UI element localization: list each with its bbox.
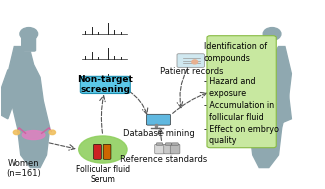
Ellipse shape (263, 28, 281, 40)
Polygon shape (155, 124, 157, 128)
FancyBboxPatch shape (164, 144, 174, 154)
FancyBboxPatch shape (170, 144, 180, 154)
Text: Patient records: Patient records (160, 67, 223, 76)
FancyBboxPatch shape (80, 76, 130, 94)
FancyBboxPatch shape (260, 38, 274, 51)
Polygon shape (272, 70, 292, 124)
Text: Women
(n=161): Women (n=161) (6, 159, 41, 178)
Polygon shape (0, 70, 14, 119)
Ellipse shape (49, 130, 56, 135)
Ellipse shape (13, 130, 20, 135)
Text: Follicular fluid
Serum: Follicular fluid Serum (76, 165, 130, 184)
Text: Reference standards: Reference standards (121, 155, 208, 164)
Circle shape (79, 136, 127, 163)
FancyBboxPatch shape (156, 143, 163, 145)
Polygon shape (250, 46, 292, 168)
Text: Non-target
screening: Non-target screening (77, 75, 133, 94)
Ellipse shape (22, 131, 45, 140)
FancyBboxPatch shape (103, 144, 111, 159)
Ellipse shape (192, 60, 198, 64)
FancyBboxPatch shape (22, 38, 35, 51)
FancyBboxPatch shape (155, 144, 164, 154)
FancyBboxPatch shape (94, 144, 101, 159)
Text: Database mining: Database mining (123, 129, 194, 138)
FancyBboxPatch shape (146, 114, 171, 125)
FancyBboxPatch shape (172, 143, 178, 145)
FancyBboxPatch shape (207, 36, 276, 148)
FancyBboxPatch shape (177, 54, 204, 67)
Polygon shape (8, 46, 50, 168)
Ellipse shape (20, 28, 38, 40)
Text: Identification of
compounds

- Hazard and
  exposure
- Accumulation in
  follicu: Identification of compounds - Hazard and… (204, 42, 279, 145)
FancyBboxPatch shape (165, 143, 172, 145)
